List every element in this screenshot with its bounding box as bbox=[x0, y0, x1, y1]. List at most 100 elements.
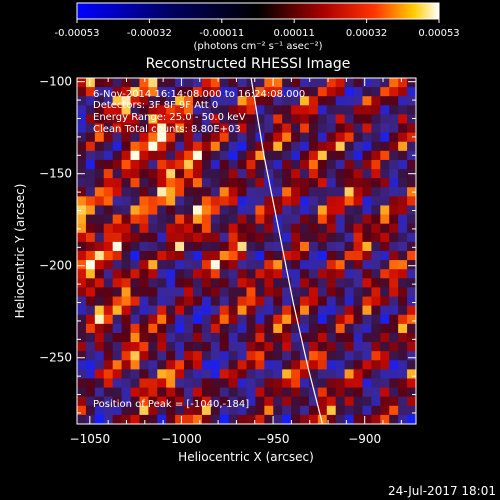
heatmap-cell bbox=[282, 405, 292, 416]
heatmap-cell bbox=[273, 187, 283, 197]
heatmap-cell bbox=[344, 214, 355, 225]
heatmap-cell bbox=[264, 269, 274, 279]
heatmap-cell bbox=[77, 405, 87, 416]
heatmap-cell bbox=[103, 387, 114, 398]
heatmap-cell bbox=[94, 378, 105, 389]
heatmap-cell bbox=[246, 414, 257, 424]
heatmap-cell bbox=[291, 123, 301, 134]
heatmap-cell bbox=[121, 187, 132, 197]
heatmap-cell bbox=[228, 278, 239, 289]
heatmap-cell bbox=[130, 78, 141, 88]
heatmap-cell bbox=[148, 314, 158, 325]
heatmap-cell bbox=[282, 178, 292, 188]
heatmap-cell bbox=[148, 323, 158, 334]
heatmap-cell bbox=[184, 342, 194, 352]
heatmap-cell bbox=[157, 369, 167, 380]
heatmap-cell bbox=[291, 150, 301, 161]
heatmap-cell bbox=[139, 150, 149, 161]
heatmap-cell bbox=[326, 351, 337, 361]
heatmap-cell bbox=[210, 205, 221, 216]
heatmap-cell bbox=[353, 96, 364, 106]
heatmap-cell bbox=[175, 105, 185, 116]
heatmap-cell bbox=[362, 132, 372, 143]
heatmap-cell bbox=[103, 414, 114, 424]
heatmap-cell bbox=[282, 251, 292, 261]
heatmap-cell bbox=[362, 78, 372, 88]
heatmap-cell bbox=[85, 251, 96, 261]
heatmap-cell bbox=[219, 232, 230, 243]
heatmap-cell bbox=[362, 332, 372, 343]
heatmap-cell bbox=[317, 414, 328, 424]
heatmap-cell bbox=[282, 305, 292, 316]
heatmap-cell bbox=[380, 223, 390, 234]
heatmap-cell bbox=[121, 159, 132, 170]
heatmap-cell bbox=[308, 405, 319, 416]
heatmap-cell bbox=[192, 159, 203, 170]
heatmap-cell bbox=[166, 269, 176, 279]
heatmap-cell bbox=[175, 369, 185, 380]
heatmap-cell bbox=[344, 223, 355, 234]
heatmap-cell bbox=[282, 223, 292, 234]
heatmap-cell bbox=[112, 396, 123, 407]
heatmap-cell bbox=[264, 150, 274, 161]
heatmap-cell bbox=[246, 178, 257, 188]
heatmap-cell bbox=[282, 342, 292, 352]
heatmap-cell bbox=[264, 378, 274, 389]
colorbar-ticks: -0.00053 -0.00032 -0.00011 0.00011 0.00032 0.… bbox=[55, 19, 460, 39]
heatmap-cell bbox=[398, 96, 408, 106]
heatmap-cell bbox=[326, 360, 337, 370]
heatmap-cell bbox=[264, 323, 274, 334]
heatmap-cell bbox=[148, 159, 158, 170]
heatmap-cell bbox=[201, 214, 212, 225]
heatmap-cell bbox=[282, 87, 292, 97]
heatmap-cell bbox=[103, 260, 114, 270]
heatmap-cell bbox=[192, 232, 203, 243]
heatmap-cell bbox=[184, 241, 194, 252]
heatmap-cell bbox=[371, 87, 381, 97]
heatmap-cell bbox=[112, 214, 123, 225]
heatmap-cell bbox=[121, 260, 132, 270]
heatmap-cell bbox=[94, 405, 105, 416]
heatmap-cell bbox=[264, 396, 274, 407]
heatmap-cell bbox=[121, 78, 132, 88]
heatmap-cell bbox=[335, 150, 346, 161]
heatmap-cell bbox=[121, 314, 132, 325]
heatmap-cell bbox=[157, 114, 167, 125]
heatmap-cell bbox=[380, 87, 390, 97]
colorbar-tick-label: -0.00032 bbox=[127, 28, 172, 39]
heatmap-cell bbox=[175, 223, 185, 234]
heatmap-cell bbox=[362, 159, 372, 170]
heatmap-cell bbox=[362, 260, 372, 270]
heatmap-cell bbox=[291, 187, 301, 197]
heatmap-cell bbox=[130, 223, 141, 234]
heatmap-cell bbox=[291, 178, 301, 188]
heatmap-cell bbox=[228, 269, 239, 279]
heatmap-cell bbox=[353, 169, 364, 179]
heatmap-cell bbox=[308, 159, 319, 170]
heatmap-cell bbox=[326, 205, 337, 216]
heatmap-cell bbox=[130, 187, 141, 197]
heatmap-cell bbox=[228, 178, 239, 188]
heatmap-cell bbox=[344, 332, 355, 343]
heatmap-cell bbox=[326, 369, 337, 380]
heatmap-cell bbox=[353, 378, 364, 389]
heatmap-cell bbox=[317, 351, 328, 361]
heatmap-cell bbox=[184, 378, 194, 389]
heatmap-cell bbox=[228, 296, 239, 307]
heatmap-cell bbox=[85, 150, 96, 161]
heatmap-cell bbox=[192, 105, 203, 116]
heatmap-cell bbox=[398, 287, 408, 298]
heatmap-cell bbox=[291, 159, 301, 170]
heatmap-cell bbox=[175, 323, 185, 334]
heatmap-cell bbox=[94, 223, 105, 234]
heatmap-cell bbox=[139, 278, 149, 289]
heatmap-cell bbox=[139, 159, 149, 170]
heatmap-cell bbox=[121, 387, 132, 398]
heatmap-cell bbox=[228, 405, 239, 416]
heatmap-cell bbox=[77, 96, 87, 106]
heatmap-cell bbox=[282, 351, 292, 361]
heatmap-cell bbox=[317, 87, 328, 97]
heatmap-cell bbox=[407, 351, 416, 361]
heatmap-cell bbox=[380, 214, 390, 225]
heatmap-cell bbox=[112, 87, 123, 97]
